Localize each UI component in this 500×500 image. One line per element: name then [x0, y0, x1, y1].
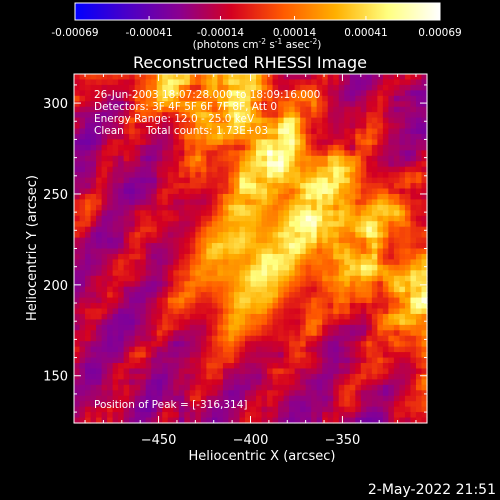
- colorbar-tick-label: -0.00014: [197, 27, 245, 39]
- plot-annotations: 26-Jun-2003 18:07:28.000 to 18:09:16.000…: [94, 89, 320, 411]
- heatmap-image: [74, 74, 428, 424]
- colorbar-tick-label: -0.00041: [125, 27, 172, 39]
- colorbar-gradient: [74, 2, 441, 21]
- x-tick-label: −400: [233, 433, 269, 448]
- colorbar-tick-label: 0.00069: [418, 27, 461, 39]
- colorbar-ticks: -0.00069 -0.00041 -0.00014 0.00014 0.00041 0.…: [51, 16, 462, 39]
- annotation-detectors: Detectors: 3F 4F 5F 6F 7F 8F, Att 0: [94, 101, 277, 113]
- annotation-algorithm: Clean: [94, 125, 124, 137]
- colorbar-tick-label: 0.00014: [273, 27, 317, 39]
- y-axis-label: Heliocentric Y (arcsec): [25, 175, 40, 321]
- annotation-energy-range: Energy Range: 12.0 - 25.0 keV: [94, 113, 255, 125]
- y-tick-label: 250: [43, 188, 68, 203]
- chart-title: Reconstructed RHESSI Image: [133, 53, 367, 72]
- annotation-total-counts: Total counts: 1.73E+03: [145, 125, 268, 137]
- y-tick-label: 300: [43, 97, 68, 112]
- colorbar-tick-label: -0.00069: [51, 27, 98, 39]
- colorbar: -0.00069 -0.00041 -0.00014 0.00014 0.00041 0.…: [51, 2, 462, 51]
- colorbar-units: (photons cm-2 s-1 asec-2): [193, 37, 322, 51]
- x-tick-label: −450: [141, 433, 177, 448]
- footer-timestamp: 2-May-2022 21:51: [368, 482, 496, 498]
- annotation-time-range: 26-Jun-2003 18:07:28.000 to 18:09:16.000: [94, 89, 320, 101]
- x-axis-label: Heliocentric X (arcsec): [189, 449, 336, 464]
- axis-ticks: −450 −400 −350 150 200 250 300: [43, 74, 427, 448]
- annotation-peak-position: Position of Peak = [-316,314]: [94, 399, 248, 411]
- y-tick-label: 150: [43, 370, 68, 385]
- x-tick-label: −350: [325, 433, 361, 448]
- y-tick-label: 200: [43, 279, 68, 294]
- colorbar-tick-label: 0.00041: [344, 27, 387, 39]
